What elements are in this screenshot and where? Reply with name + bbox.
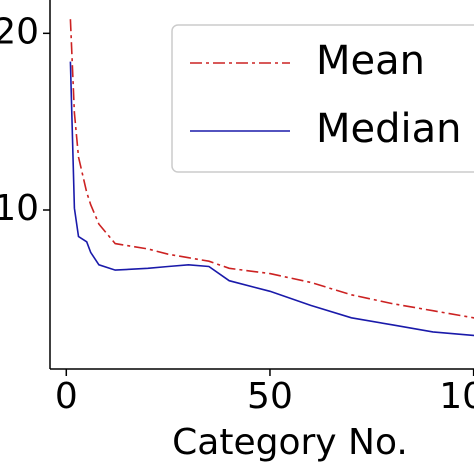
- x-tick-label: 0: [55, 376, 78, 417]
- legend-box: [171, 24, 474, 173]
- x-axis-label: Category No.: [172, 422, 408, 463]
- x-tick-label: 100: [439, 376, 474, 417]
- series-line: [69, 61, 474, 337]
- legend: Mean Median: [171, 24, 474, 173]
- series-line: [69, 19, 474, 319]
- y-tick-label: 20: [0, 11, 39, 52]
- x-tick-label: 50: [247, 376, 293, 417]
- legend-label: Mean: [316, 38, 425, 84]
- legend-label: Median: [316, 106, 462, 152]
- y-tick-label: 10: [0, 188, 39, 229]
